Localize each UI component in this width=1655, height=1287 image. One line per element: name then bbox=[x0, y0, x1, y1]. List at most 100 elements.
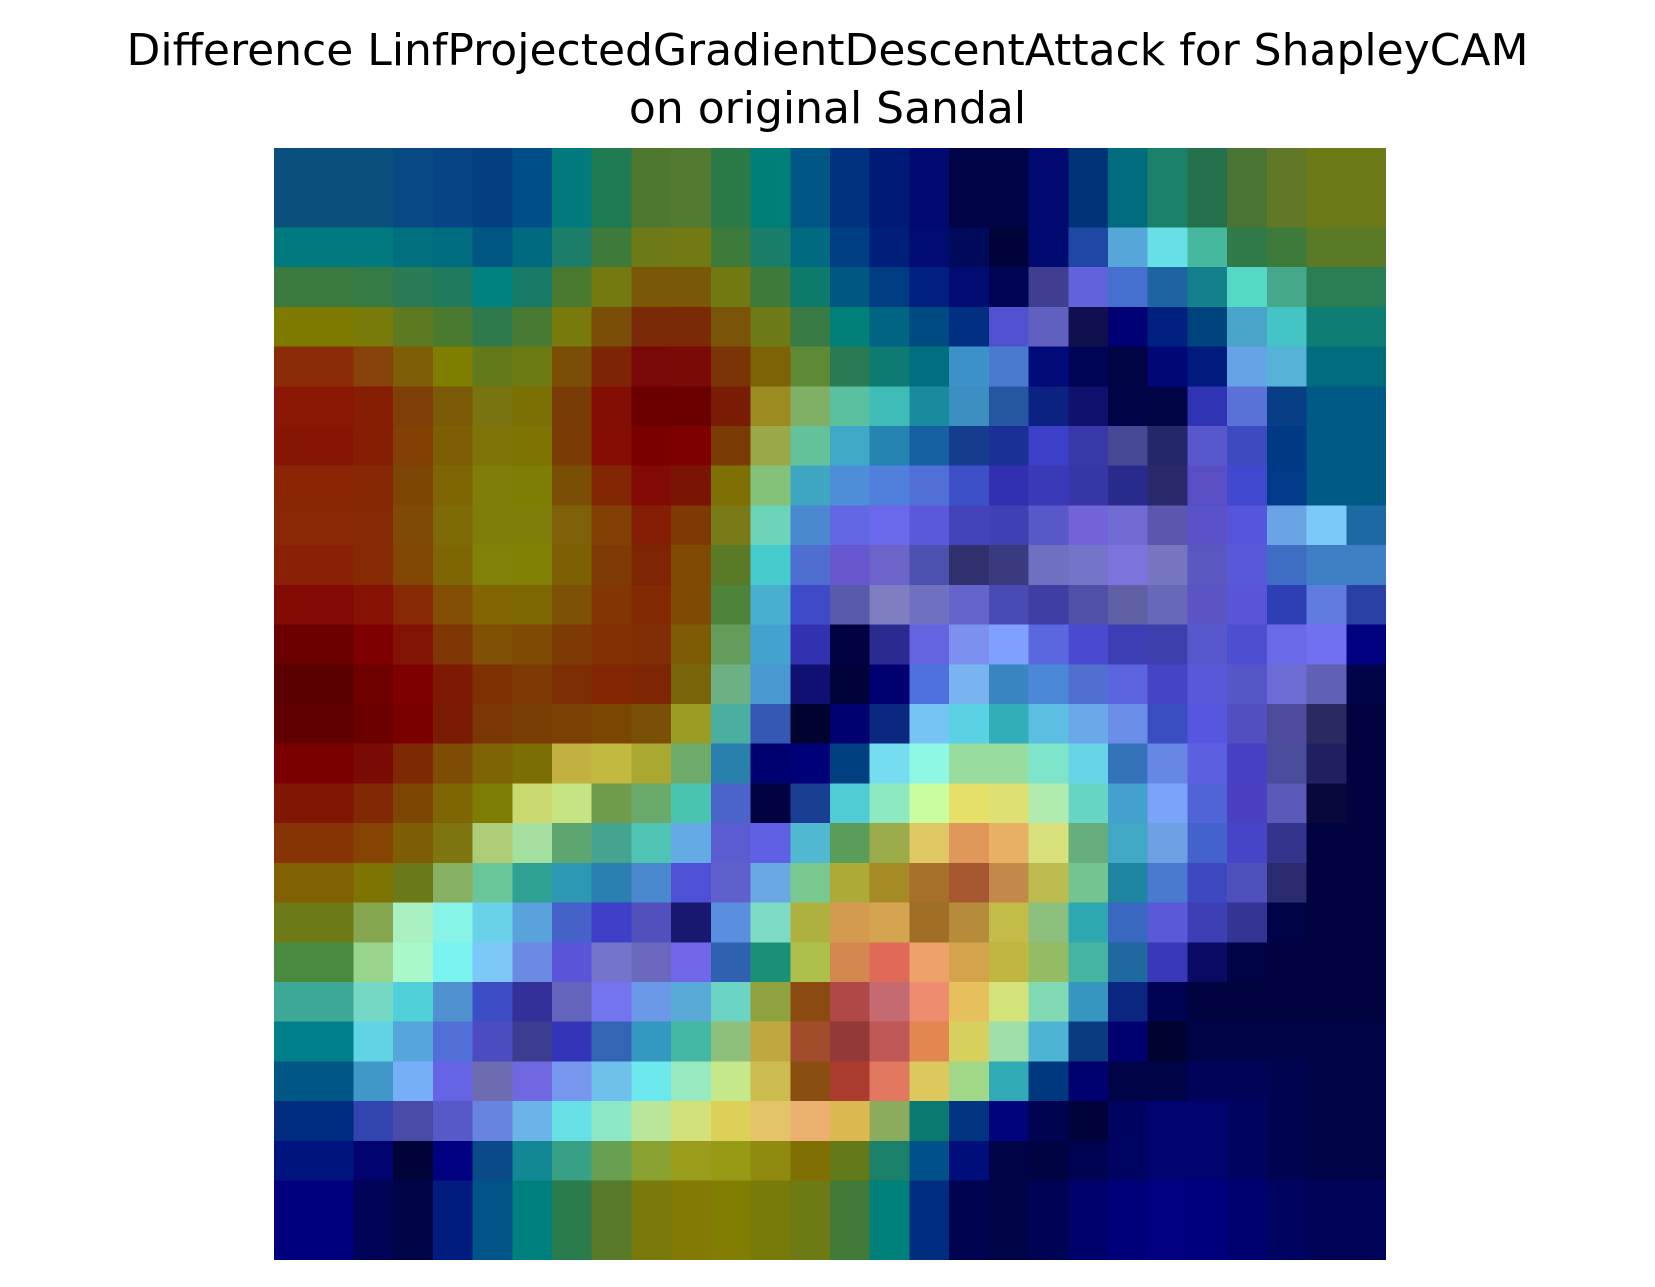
heatmap-cell bbox=[393, 346, 434, 387]
heatmap-cell bbox=[313, 426, 355, 467]
heatmap-cell bbox=[353, 1220, 394, 1260]
heatmap-cell bbox=[1187, 1021, 1228, 1063]
heatmap-cell bbox=[869, 624, 911, 665]
heatmap-cell bbox=[313, 704, 355, 745]
heatmap-cell bbox=[1187, 545, 1228, 586]
heatmap-cell bbox=[1028, 465, 1069, 507]
heatmap-cell bbox=[512, 942, 553, 983]
heatmap-cell bbox=[909, 982, 950, 1023]
heatmap-cell bbox=[1266, 902, 1308, 943]
heatmap-cell bbox=[353, 386, 394, 427]
heatmap-cell bbox=[869, 267, 911, 308]
heatmap-cell bbox=[790, 465, 831, 507]
heatmap-cell bbox=[710, 1061, 752, 1102]
heatmap-cell bbox=[274, 704, 315, 745]
heatmap-cell bbox=[869, 545, 911, 586]
heatmap-cell bbox=[1068, 624, 1109, 665]
heatmap-cell bbox=[750, 664, 791, 705]
heatmap-cell bbox=[1187, 267, 1228, 308]
heatmap-cell bbox=[393, 823, 434, 864]
heatmap-cell bbox=[353, 743, 394, 785]
heatmap-cell bbox=[393, 426, 434, 467]
heatmap-cell bbox=[909, 704, 950, 745]
heatmap-cell bbox=[750, 982, 791, 1023]
heatmap-cell bbox=[552, 187, 593, 229]
heatmap-cell bbox=[512, 1220, 553, 1260]
heatmap-cell bbox=[512, 1180, 553, 1221]
heatmap-cell bbox=[790, 1220, 831, 1260]
heatmap-cell bbox=[313, 1061, 355, 1102]
heatmap-cell bbox=[1147, 545, 1189, 586]
heatmap-cell bbox=[671, 386, 712, 427]
heatmap-cell bbox=[393, 306, 434, 348]
heatmap-cell bbox=[1187, 306, 1228, 348]
heatmap-cell bbox=[1068, 902, 1109, 943]
heatmap-cell bbox=[472, 1140, 513, 1182]
heatmap-cell bbox=[591, 902, 633, 943]
heatmap-cell bbox=[1108, 1140, 1149, 1182]
heatmap-cell bbox=[512, 982, 553, 1023]
heatmap-cell bbox=[552, 1021, 593, 1063]
heatmap-cell bbox=[1028, 982, 1069, 1023]
heatmap-cell bbox=[671, 187, 712, 229]
heatmap-cell bbox=[1266, 1101, 1308, 1142]
heatmap-cell bbox=[790, 1101, 831, 1142]
heatmap-cell bbox=[1187, 426, 1228, 467]
heatmap-cell bbox=[671, 624, 712, 665]
heatmap-cell bbox=[313, 346, 355, 387]
heatmap-cell bbox=[552, 545, 593, 586]
heatmap-cell bbox=[869, 346, 911, 387]
heatmap-cell bbox=[1306, 465, 1347, 507]
heatmap-cell bbox=[274, 584, 315, 626]
heatmap-cell bbox=[472, 465, 513, 507]
heatmap-cell bbox=[1187, 465, 1228, 507]
heatmap-cell bbox=[671, 426, 712, 467]
heatmap-cell bbox=[1147, 306, 1189, 348]
heatmap-cell bbox=[710, 624, 752, 665]
heatmap-cell bbox=[909, 426, 950, 467]
heatmap-cell bbox=[552, 823, 593, 864]
heatmap-cell bbox=[1028, 743, 1069, 785]
heatmap-cell bbox=[1068, 1061, 1109, 1102]
heatmap-cell bbox=[1147, 1220, 1189, 1260]
heatmap-cell bbox=[1187, 823, 1228, 864]
heatmap-cell bbox=[274, 426, 315, 467]
heatmap-cell bbox=[830, 1140, 871, 1182]
heatmap-cell bbox=[1068, 227, 1109, 268]
heatmap-cell bbox=[1068, 942, 1109, 983]
heatmap-cell bbox=[1068, 1021, 1109, 1063]
heatmap-cell bbox=[790, 1180, 831, 1221]
heatmap-cell bbox=[1346, 426, 1386, 467]
heatmap-cell bbox=[671, 704, 712, 745]
heatmap-cell bbox=[1187, 783, 1228, 824]
heatmap-cell bbox=[1028, 545, 1069, 586]
heatmap-cell bbox=[313, 1180, 355, 1221]
heatmap-cell bbox=[1227, 187, 1268, 229]
heatmap-cell bbox=[830, 584, 871, 626]
heatmap-cell bbox=[1147, 823, 1189, 864]
heatmap-cell bbox=[1147, 505, 1189, 546]
heatmap-cell bbox=[830, 704, 871, 745]
heatmap-cell bbox=[1266, 187, 1308, 229]
heatmap-cell bbox=[1028, 187, 1069, 229]
heatmap-cell bbox=[1068, 187, 1109, 229]
heatmap-cell bbox=[1108, 386, 1149, 427]
heatmap-cell bbox=[1028, 664, 1069, 705]
heatmap-cell bbox=[591, 624, 633, 665]
heatmap-cell bbox=[1346, 1220, 1386, 1260]
heatmap-cell bbox=[988, 306, 1030, 348]
heatmap-cell bbox=[1306, 1140, 1347, 1182]
heatmap-cell bbox=[1306, 1061, 1347, 1102]
heatmap-cell bbox=[393, 902, 434, 943]
heatmap-cell bbox=[1346, 823, 1386, 864]
heatmap-cell bbox=[1068, 1180, 1109, 1221]
heatmap-cell bbox=[274, 545, 315, 586]
heatmap-cell bbox=[512, 862, 553, 904]
heatmap-cell bbox=[1187, 386, 1228, 427]
heatmap-cell bbox=[274, 1140, 315, 1182]
heatmap-cell bbox=[909, 227, 950, 268]
heatmap-cell bbox=[552, 1220, 593, 1260]
heatmap-cell bbox=[1187, 187, 1228, 229]
heatmap-cell bbox=[1068, 505, 1109, 546]
heatmap-cell bbox=[1108, 1220, 1149, 1260]
